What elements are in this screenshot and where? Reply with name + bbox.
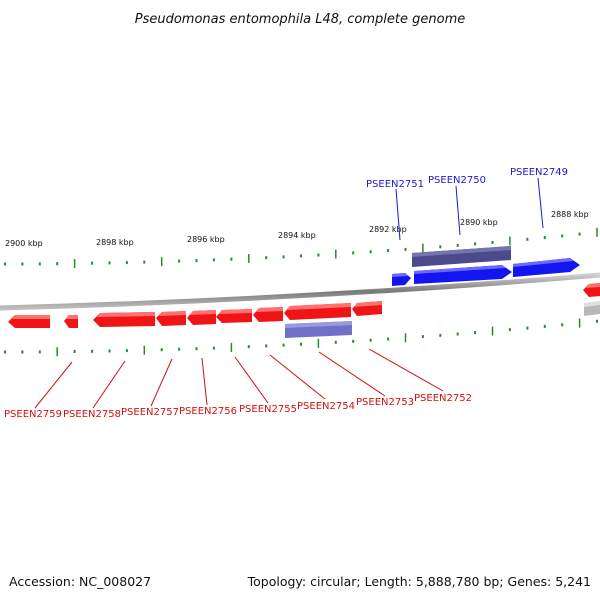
gene-label-PSEEN2751[interactable]: PSEEN2751	[366, 179, 424, 190]
gene-arrow-minus[interactable]	[253, 307, 283, 322]
ruler-ticks-bottom	[4, 318, 598, 357]
leader-line-PSEEN2756	[201, 357, 208, 406]
gene-arrow-minus[interactable]	[93, 312, 155, 327]
gene-arrow-minus[interactable]	[8, 315, 50, 328]
ruler-label: 2900 kbp	[5, 239, 43, 248]
ruler-label: 2894 kbp	[278, 231, 316, 240]
product-feature-minus-highlight	[285, 321, 352, 328]
gene-arrow-PSEEN2750[interactable]	[414, 265, 512, 284]
gene-label-PSEEN2753[interactable]: PSEEN2753	[356, 397, 414, 408]
genome-summary-text: Topology: circular; Length: 5,888,780 bp…	[247, 574, 591, 589]
ruler-label: 2896 kbp	[187, 235, 225, 244]
gene-arrow-minus[interactable]	[352, 301, 382, 316]
gene-arrow-PSEEN2749[interactable]	[513, 258, 580, 277]
leader-line-PSEEN2754	[269, 354, 326, 400]
gene-arrow-minus-edge[interactable]	[583, 283, 600, 297]
ruler-label: 2898 kbp	[96, 238, 134, 247]
gene-label-PSEEN2752[interactable]: PSEEN2752	[414, 393, 472, 404]
leader-line-PSEEN2759	[34, 361, 73, 409]
genome-backbone	[0, 272, 600, 311]
leader-line-PSEEN2757	[150, 358, 173, 407]
gene-label-PSEEN2754[interactable]: PSEEN2754	[297, 401, 355, 412]
product-feature-plus-highlight	[412, 246, 511, 257]
gene-arrow-minus[interactable]	[284, 303, 351, 320]
gene-label-PSEEN2756[interactable]: PSEEN2756	[179, 406, 237, 417]
gene-label-PSEEN2750[interactable]: PSEEN2750	[428, 175, 486, 186]
gene-arrow-minus[interactable]	[64, 315, 78, 328]
gray-feature-edge[interactable]	[584, 301, 600, 316]
leader-line-PSEEN2750	[455, 185, 461, 236]
gene-arrow-minus[interactable]	[156, 311, 186, 326]
gene-arrow-minus[interactable]	[216, 309, 252, 323]
map-title: Pseudomonas entomophila L48, complete ge…	[135, 12, 466, 27]
ruler-label: 2892 kbp	[369, 225, 407, 234]
gene-label-PSEEN2758[interactable]: PSEEN2758	[63, 409, 121, 420]
gene-arrow-PSEEN2751[interactable]	[392, 273, 411, 286]
gene-arrow-minus[interactable]	[187, 310, 216, 325]
leader-line-PSEEN2749	[537, 177, 544, 229]
gene-label-PSEEN2759[interactable]: PSEEN2759	[4, 409, 62, 420]
leader-line-PSEEN2751	[395, 188, 401, 241]
ruler-label: 2890 kbp	[460, 218, 498, 227]
leader-line-PSEEN2755	[234, 356, 269, 404]
gene-label-PSEEN2755[interactable]: PSEEN2755	[239, 404, 297, 415]
gene-label-PSEEN2757[interactable]: PSEEN2757	[121, 407, 179, 418]
accession-text: Accession: NC_008027	[9, 574, 151, 589]
ruler-label: 2888 kbp	[551, 210, 589, 219]
leader-line-PSEEN2753	[318, 351, 386, 397]
gene-label-PSEEN2749[interactable]: PSEEN2749	[510, 167, 568, 178]
leader-line-PSEEN2752	[368, 348, 444, 392]
leader-line-PSEEN2758	[92, 360, 126, 409]
ruler-ticks-top	[4, 227, 598, 268]
